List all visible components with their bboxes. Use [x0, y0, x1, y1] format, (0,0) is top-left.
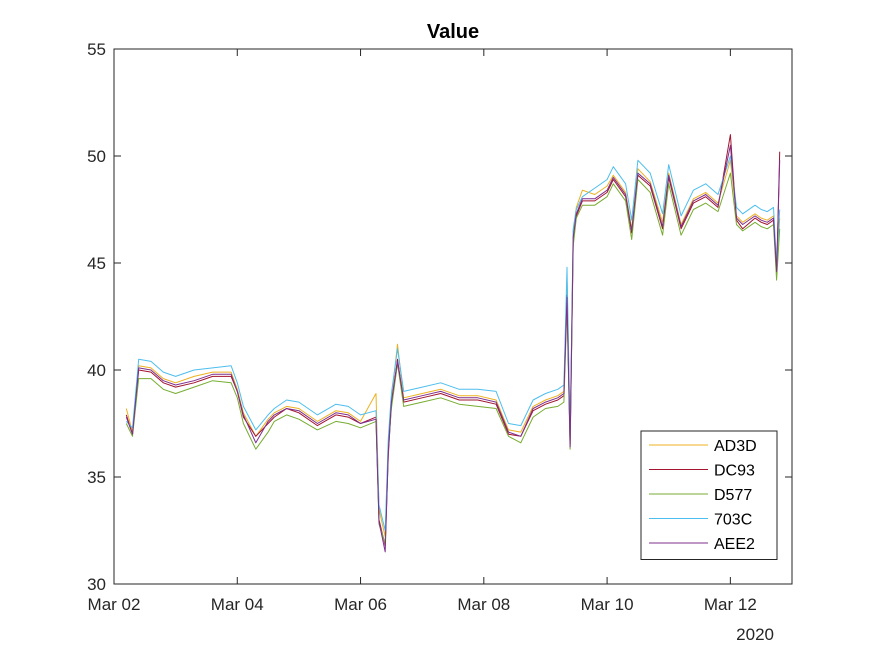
chart-title: Value	[427, 21, 479, 43]
series-line-aee2	[125, 144, 781, 553]
x-tick-label: Mar 08	[457, 595, 510, 614]
legend-label: 703C	[714, 512, 752, 529]
x-axis-year-label: 2020	[736, 625, 774, 644]
series-line-dc93	[125, 134, 781, 546]
axes-layer: 30 35 40 45 50 55 Mar 02 Mar 04 Mar 06 Mar 08 Mar …	[87, 40, 793, 614]
x-tick-label: Mar 02	[88, 595, 141, 614]
y-tick-label: 45	[87, 254, 106, 273]
y-tick-label: 40	[87, 361, 106, 380]
legend-label: DC93	[714, 463, 755, 480]
series-line-d577	[125, 172, 781, 544]
legend: AD3D DC93 D577 703C AEE2	[640, 430, 778, 560]
legend-label: AD3D	[714, 438, 757, 455]
legend-box	[640, 430, 778, 560]
y-tick-label: 50	[87, 147, 106, 166]
series-layer	[125, 134, 781, 553]
legend-label: D577	[714, 487, 752, 504]
series-line-703c	[125, 155, 781, 531]
x-tick-label: Mar 06	[334, 595, 387, 614]
x-tick-label: Mar 04	[211, 595, 264, 614]
legend-label: AEE2	[714, 536, 755, 553]
y-tick-label: 30	[87, 575, 106, 594]
axes-box	[113, 48, 793, 585]
x-tick-label: Mar 10	[581, 595, 634, 614]
series-line-ad3d	[125, 159, 781, 538]
x-tick-label: Mar 12	[704, 595, 757, 614]
y-tick-label: 55	[87, 40, 106, 59]
y-tick-label: 35	[87, 468, 106, 487]
